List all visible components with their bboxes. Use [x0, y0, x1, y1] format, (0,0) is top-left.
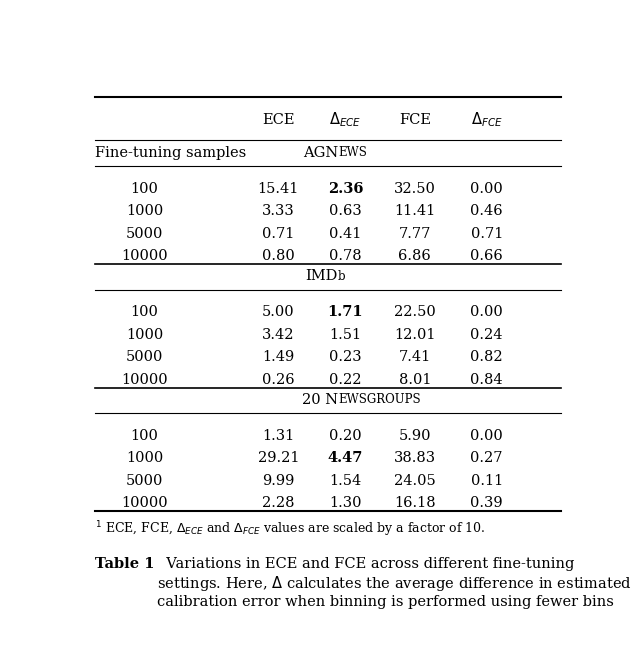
Text: 1000: 1000 [126, 328, 163, 342]
Text: 10000: 10000 [121, 249, 168, 263]
Text: 0.11: 0.11 [470, 474, 503, 488]
Text: 1000: 1000 [126, 451, 163, 465]
Text: 0.23: 0.23 [329, 350, 362, 364]
Text: 1.49: 1.49 [262, 350, 294, 364]
Text: 1.54: 1.54 [329, 474, 362, 488]
Text: 2.36: 2.36 [328, 182, 363, 196]
Text: 0.22: 0.22 [329, 373, 362, 387]
Text: $\Delta_{ECE}$: $\Delta_{ECE}$ [329, 110, 362, 130]
Text: 5.00: 5.00 [262, 305, 294, 319]
Text: 16.18: 16.18 [394, 496, 436, 510]
Text: 0.26: 0.26 [262, 373, 294, 387]
Text: 0.82: 0.82 [470, 350, 503, 364]
Text: 0.71: 0.71 [262, 227, 294, 241]
Text: 7.41: 7.41 [399, 350, 431, 364]
Text: 0.00: 0.00 [470, 182, 503, 196]
Text: EWS: EWS [338, 146, 367, 159]
Text: 12.01: 12.01 [394, 328, 436, 342]
Text: 0.71: 0.71 [470, 227, 503, 241]
Text: 0.66: 0.66 [470, 249, 503, 263]
Text: 1.30: 1.30 [329, 496, 362, 510]
Text: 0.78: 0.78 [329, 249, 362, 263]
Text: IMD: IMD [305, 269, 338, 283]
Text: AGN: AGN [303, 145, 338, 159]
Text: FCE: FCE [399, 113, 431, 127]
Text: 100: 100 [131, 305, 159, 319]
Text: 32.50: 32.50 [394, 182, 436, 196]
Text: ECE: ECE [262, 113, 294, 127]
Text: 38.83: 38.83 [394, 451, 436, 465]
Text: 0.39: 0.39 [470, 496, 503, 510]
Text: 0.84: 0.84 [470, 373, 503, 387]
Text: 0.41: 0.41 [329, 227, 362, 241]
Text: 7.77: 7.77 [399, 227, 431, 241]
Text: 0.24: 0.24 [470, 328, 503, 342]
Text: 15.41: 15.41 [258, 182, 299, 196]
Text: 5000: 5000 [126, 227, 163, 241]
Text: 0.00: 0.00 [470, 305, 503, 319]
Text: 100: 100 [131, 429, 159, 443]
Text: 5.90: 5.90 [399, 429, 431, 443]
Text: $^1$ ECE, FCE, $\Delta_{ECE}$ and $\Delta_{FCE}$ values are scaled by a factor o: $^1$ ECE, FCE, $\Delta_{ECE}$ and $\Delt… [95, 519, 486, 539]
Text: 11.41: 11.41 [394, 204, 435, 218]
Text: Fine-tuning samples: Fine-tuning samples [95, 145, 246, 159]
Text: 20 N: 20 N [302, 393, 338, 407]
Text: 2.28: 2.28 [262, 496, 294, 510]
Text: b: b [338, 270, 346, 283]
Text: 29.21: 29.21 [258, 451, 299, 465]
Text: 10000: 10000 [121, 373, 168, 387]
Text: 5000: 5000 [126, 474, 163, 488]
Text: 9.99: 9.99 [262, 474, 294, 488]
Text: 1.71: 1.71 [328, 305, 363, 319]
Text: 8.01: 8.01 [399, 373, 431, 387]
Text: 10000: 10000 [121, 496, 168, 510]
Text: 4.47: 4.47 [328, 451, 363, 465]
Text: 0.46: 0.46 [470, 204, 503, 218]
Text: EWSGROUPS: EWSGROUPS [338, 393, 420, 407]
Text: 6.86: 6.86 [399, 249, 431, 263]
Text: $\Delta_{FCE}$: $\Delta_{FCE}$ [471, 110, 502, 130]
Text: 0.00: 0.00 [470, 429, 503, 443]
Text: 1000: 1000 [126, 204, 163, 218]
Text: 0.27: 0.27 [470, 451, 503, 465]
Text: 0.80: 0.80 [262, 249, 295, 263]
Text: 100: 100 [131, 182, 159, 196]
Text: 5000: 5000 [126, 350, 163, 364]
Text: 1.31: 1.31 [262, 429, 294, 443]
Text: 0.20: 0.20 [329, 429, 362, 443]
Text: 22.50: 22.50 [394, 305, 436, 319]
Text: 3.33: 3.33 [262, 204, 295, 218]
Text: 1.51: 1.51 [330, 328, 362, 342]
Text: Variations in ECE and FCE across different fine-tuning
settings. Here, $\Delta$ : Variations in ECE and FCE across differe… [157, 557, 632, 609]
Text: Table 1: Table 1 [95, 557, 154, 571]
Text: 0.63: 0.63 [329, 204, 362, 218]
Text: 3.42: 3.42 [262, 328, 294, 342]
Text: 24.05: 24.05 [394, 474, 436, 488]
